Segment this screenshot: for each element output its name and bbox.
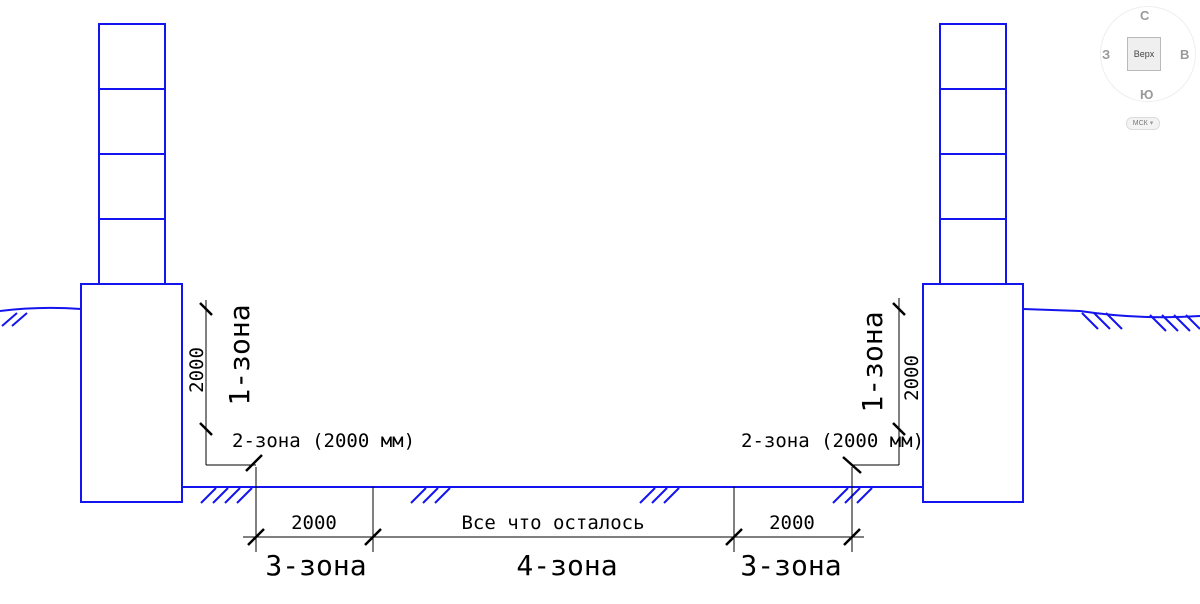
- bottom-dim-mid-label: Все что осталось: [461, 512, 644, 534]
- bottom-dimension-chain: [243, 467, 864, 552]
- bottom-dim-right-label: 2000: [769, 512, 815, 534]
- viewcube-top-face[interactable]: Верх: [1127, 37, 1161, 71]
- dim-2000-left-label: 2000: [186, 347, 208, 393]
- dim-2000-right-label: 2000: [901, 355, 923, 401]
- right-column: [939, 23, 1007, 285]
- left-foundation: [80, 283, 183, 503]
- ground-hatching: [1, 312, 1200, 504]
- compass-north-label[interactable]: С: [1140, 8, 1150, 23]
- bottom-dim-left-label: 2000: [291, 512, 337, 534]
- zone2-right-label: 2-зона (2000 мм): [741, 430, 924, 452]
- zone2-left-label: 2-зона (2000 мм): [232, 430, 415, 452]
- ground-right: [1022, 308, 1200, 319]
- left-vertical-dimension: [199, 300, 263, 472]
- compass-south-label[interactable]: Ю: [1140, 87, 1154, 102]
- ground-left: [0, 306, 82, 312]
- zone3-left-label: 3-зона: [265, 549, 366, 582]
- viewcube[interactable]: С Ю З В Верх МСК ▾: [1090, 0, 1200, 140]
- ucs-menu-button[interactable]: МСК ▾: [1126, 117, 1160, 130]
- viewcube-compass-ring[interactable]: [1100, 6, 1196, 102]
- left-column: [98, 23, 166, 285]
- zone4-label: 4-зона: [516, 549, 617, 582]
- right-foundation: [922, 283, 1024, 503]
- compass-east-label[interactable]: В: [1180, 47, 1190, 62]
- right-vertical-dimension: [842, 298, 906, 474]
- zone1-left-label: 1-зона: [223, 304, 256, 405]
- zone3-right-label: 3-зона: [740, 549, 841, 582]
- compass-west-label[interactable]: З: [1102, 47, 1111, 62]
- zone1-right-label: 1-зона: [856, 311, 889, 412]
- ucs-label: МСК: [1132, 120, 1148, 127]
- chevron-down-icon: ▾: [1149, 120, 1154, 127]
